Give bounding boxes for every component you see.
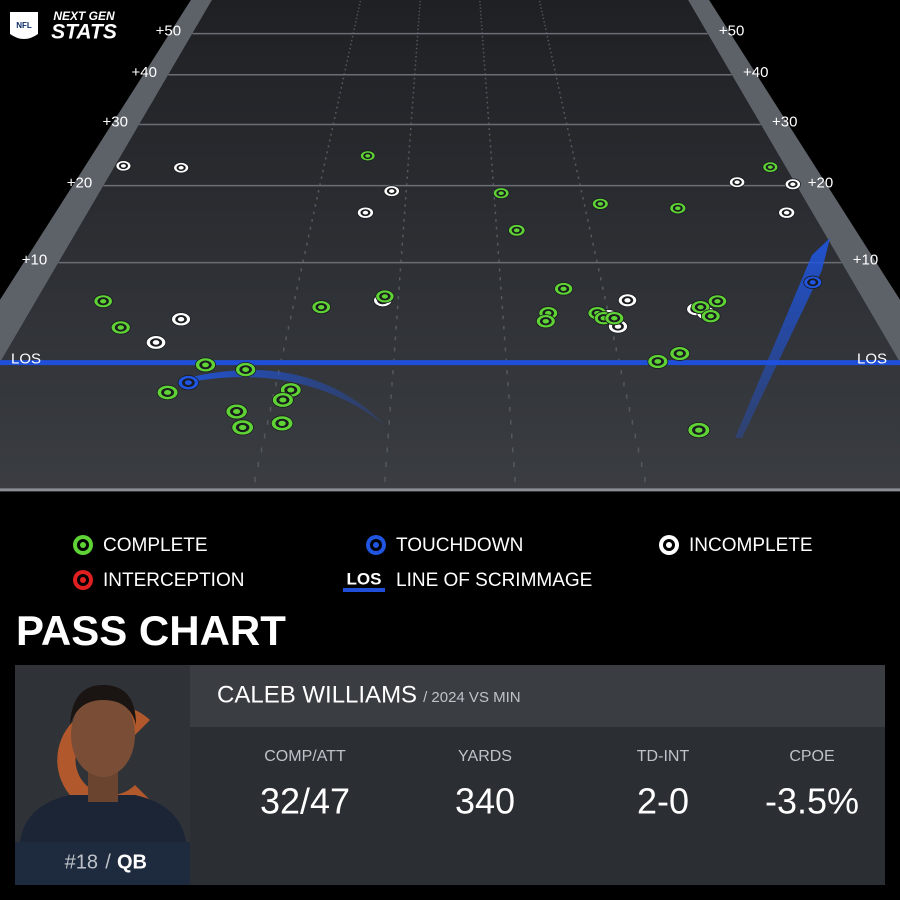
marker-dot [233,408,241,415]
page-title: PASS CHART [16,607,286,654]
marker-dot [318,304,325,310]
yard-label: LOS [11,351,41,368]
yard-label: +40 [132,64,157,81]
marker-dot [178,165,184,170]
marker-dot [120,164,126,168]
los-legend-icon: LOS [347,569,382,588]
marker-dot [202,362,209,368]
marker-dot [676,351,684,356]
marker-dot [242,367,250,372]
marker-dot [545,310,552,316]
yard-label: +10 [22,252,47,269]
marker-dot [287,387,295,393]
number-bg [15,842,190,885]
stat-label: CPOE [789,748,834,765]
stat-value: 2-0 [637,781,689,822]
marker-dot [714,299,721,304]
yard-label: +30 [772,113,797,130]
marker-dot [117,325,124,330]
marker-dot [597,201,604,206]
legend-icon-dot [373,542,379,548]
game-context: / 2024 VS MIN [423,689,521,706]
marker-dot [734,180,740,185]
marker-dot [152,340,160,345]
yard-label: +30 [103,113,128,130]
field-surface [0,0,900,490]
legend-label: INCOMPLETE [689,535,813,556]
separator: / [105,851,111,873]
marker-dot [164,389,172,395]
legend-icon-dot [80,542,86,548]
marker-dot [542,319,550,324]
legend-label: TOUCHDOWN [396,535,523,556]
player-card: #18 / QB CALEB WILLIAMS / 2024 VS MIN CO… [15,665,885,885]
stat-label: TD-INT [637,748,690,765]
player-head [71,693,135,777]
marker-dot [389,189,395,193]
td-trail [735,238,830,438]
marker-dot [809,280,816,285]
sideline-strip [0,0,213,363]
sideline-strip [687,0,900,363]
player-body [20,795,186,842]
marker-dot [513,228,520,233]
marker-dot [654,359,662,364]
legend: COMPLETE TOUCHDOWN INCOMPLETE INTERCEPTION L… [73,535,813,592]
player-position: QB [117,851,147,873]
stats: COMP/ATT 32/47 YARDS 340 TD-INT 2-0 CPOE -3.5% [260,748,859,821]
marker-dot [767,165,773,169]
marker-dot [675,206,681,211]
stat-label: COMP/ATT [264,748,346,765]
yard-label: +10 [853,252,878,269]
marker-dot [695,427,703,433]
marker-dot [184,380,192,386]
marker-dot [365,154,371,158]
name-bar [190,665,885,727]
stat-value: 32/47 [260,781,350,822]
brand-top: NEXT GEN [53,9,115,23]
marker-dot [498,191,504,196]
yard-label: +20 [67,175,92,192]
legend-label: COMPLETE [103,535,208,556]
marker-dot [614,324,622,329]
marker-dot [279,397,287,403]
nfl-shield [10,12,38,39]
field: LOS LOS +10 +10 +20 +20 +30 +30 +40 +40 +50 +50 [0,0,900,492]
brand-bottom: STATS [51,21,117,44]
marker-dot [177,316,185,322]
marker-dot [624,298,631,303]
marker-dot [381,294,388,299]
legend-label: INTERCEPTION [103,570,244,591]
legend-icon-dot [80,577,86,583]
yard-label: LOS [857,351,887,368]
marker-dot [238,424,247,430]
td-trail [185,370,385,425]
stat-value: -3.5% [765,781,859,822]
marker-dot [362,210,369,215]
ngs-logo: NFL NEXT GEN STATS [10,9,117,44]
marks [93,150,823,439]
marker-dot [783,210,790,215]
legend-label: LINE OF SCRIMMAGE [396,570,592,591]
stat-label: YARDS [458,748,512,765]
stat-value: 340 [455,781,515,822]
yard-label: +20 [808,175,833,192]
yard-label: +40 [743,64,768,81]
marker-dot [100,299,107,304]
marker-dot [697,304,704,310]
player-name: CALEB WILLIAMS [217,681,417,708]
marker-dot [707,313,714,319]
player-number: #18 [65,851,98,873]
marker-dot [560,286,567,291]
yard-label: +50 [719,23,744,40]
marker-dot [790,182,796,187]
yard-label: +50 [156,23,181,40]
player-hair [70,685,136,725]
nfl-text: NFL [16,21,32,30]
marker-dot [611,315,618,321]
legend-icon-dot [666,542,672,548]
marker-dot [278,420,286,426]
